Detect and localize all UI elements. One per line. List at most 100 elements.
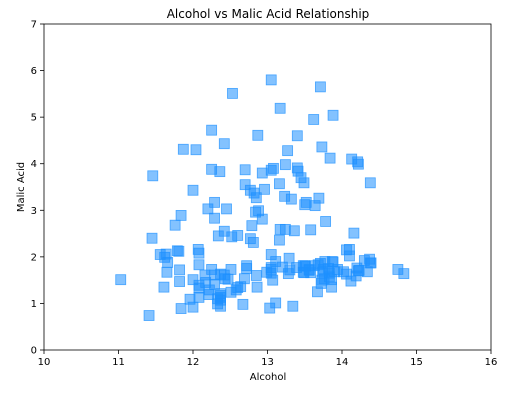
- data-point: [313, 192, 325, 204]
- data-point: [227, 87, 238, 99]
- data-point: [288, 225, 300, 237]
- data-point: [279, 190, 291, 202]
- data-point: [250, 206, 261, 218]
- data-point: [203, 284, 215, 296]
- data-point: [143, 310, 155, 321]
- data-point: [346, 153, 358, 165]
- data-point: [282, 268, 294, 280]
- data-point: [264, 302, 276, 314]
- data-point: [250, 270, 262, 281]
- data-point: [261, 266, 273, 278]
- data-point: [202, 203, 214, 215]
- x-tick-label: 14: [336, 357, 349, 368]
- y-axis-ticks: 0 1 2 3 4 5 6 7: [31, 20, 44, 357]
- data-point: [274, 234, 285, 246]
- data-point: [283, 252, 295, 264]
- data-point: [239, 179, 251, 191]
- data-point: [199, 269, 211, 281]
- x-tick-label: 10: [38, 357, 51, 368]
- data-point: [268, 162, 279, 174]
- data-point: [358, 255, 370, 266]
- data-point: [305, 224, 317, 236]
- data-point: [316, 141, 328, 153]
- y-tick-label: 1: [31, 299, 37, 310]
- data-point: [364, 177, 376, 189]
- data-point: [206, 124, 218, 136]
- data-point: [308, 114, 320, 125]
- data-point: [232, 230, 244, 241]
- x-tick-label: 16: [485, 357, 498, 368]
- data-point: [177, 143, 189, 155]
- data-point: [295, 172, 307, 184]
- data-point: [297, 266, 309, 278]
- data-point: [225, 264, 237, 275]
- data-point: [248, 187, 260, 199]
- data-point: [241, 263, 253, 274]
- data-point: [171, 245, 183, 257]
- data-point: [169, 219, 181, 231]
- data-point: [252, 129, 264, 141]
- data-point: [221, 203, 232, 215]
- data-point: [215, 294, 226, 306]
- data-point: [158, 281, 170, 293]
- data-point: [274, 223, 286, 235]
- data-point: [251, 281, 263, 293]
- data-point: [274, 178, 285, 190]
- x-axis-label: Alcohol: [250, 372, 286, 383]
- data-point: [237, 298, 249, 310]
- x-tick-label: 13: [261, 357, 274, 368]
- data-point: [187, 274, 199, 286]
- y-tick-label: 4: [31, 159, 37, 170]
- y-tick-label: 6: [31, 66, 37, 77]
- data-point: [230, 284, 242, 296]
- data-point: [291, 130, 303, 142]
- data-point: [352, 265, 364, 277]
- data-point: [193, 279, 205, 291]
- scatter-markers: [115, 74, 410, 321]
- data-point: [270, 256, 282, 267]
- data-point: [324, 152, 336, 164]
- y-tick-label: 3: [31, 206, 37, 217]
- data-point: [146, 232, 158, 244]
- data-point: [218, 138, 230, 150]
- x-axis-ticks: 10 11 12 13 14 15 16: [38, 350, 498, 368]
- data-point: [175, 210, 187, 221]
- data-point: [287, 300, 299, 312]
- data-point: [299, 199, 311, 211]
- data-point: [267, 274, 279, 286]
- data-point: [361, 266, 373, 278]
- data-point: [215, 268, 226, 280]
- data-point: [175, 303, 187, 314]
- data-point: [209, 212, 221, 224]
- data-point: [291, 162, 303, 174]
- data-point: [317, 266, 329, 278]
- data-point: [147, 170, 159, 182]
- data-point: [259, 183, 270, 195]
- data-point: [348, 227, 360, 239]
- data-point: [239, 164, 251, 176]
- data-point: [214, 166, 226, 178]
- data-point: [326, 274, 337, 286]
- data-point: [115, 274, 127, 286]
- data-point: [344, 250, 355, 262]
- data-point: [320, 216, 332, 227]
- data-point: [265, 74, 277, 86]
- data-point: [193, 259, 205, 271]
- data-point: [256, 213, 268, 225]
- y-axis-label: Malic Acid: [16, 162, 27, 212]
- y-tick-label: 5: [31, 113, 37, 124]
- data-point: [190, 144, 202, 156]
- data-point: [392, 264, 404, 275]
- data-point: [319, 256, 331, 267]
- data-point: [174, 276, 185, 287]
- x-tick-label: 11: [112, 357, 125, 368]
- data-point: [174, 264, 185, 276]
- data-point: [327, 109, 339, 121]
- data-point: [274, 102, 286, 114]
- data-point: [312, 286, 323, 298]
- data-point: [187, 301, 199, 313]
- x-tick-label: 15: [410, 357, 423, 368]
- data-point: [256, 167, 268, 179]
- data-point: [206, 264, 218, 275]
